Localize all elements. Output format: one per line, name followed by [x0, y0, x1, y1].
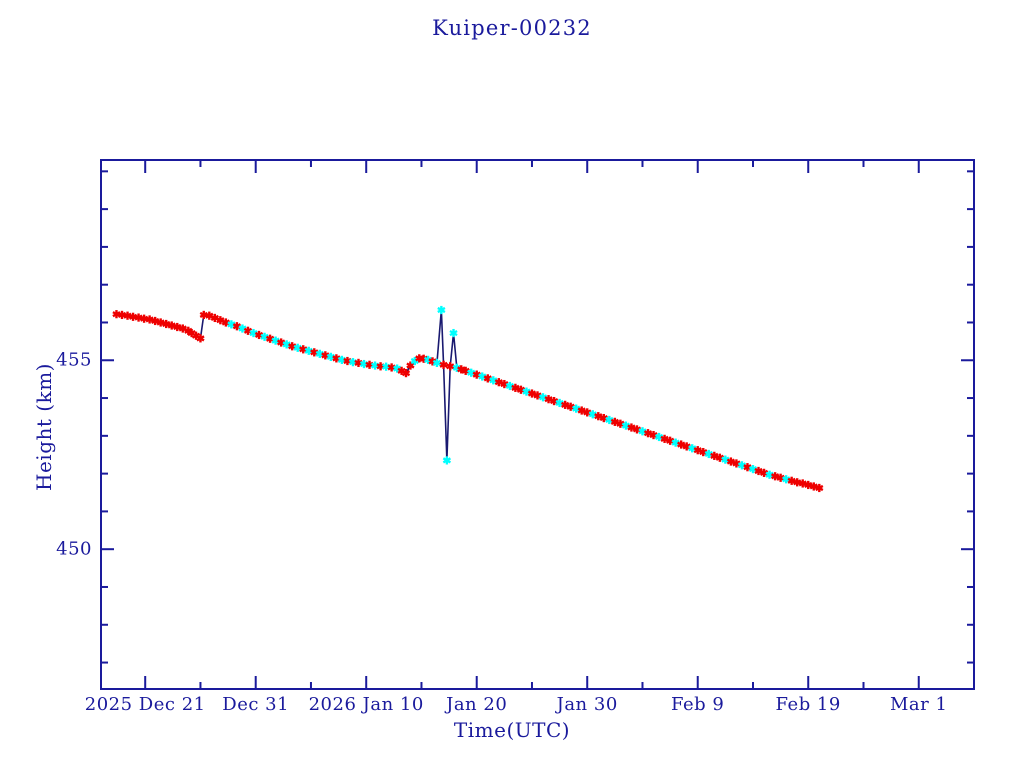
- x-tick-label: Jan 20: [446, 694, 508, 715]
- axis-ticks: [101, 160, 975, 689]
- page-title: Kuiper-00232: [432, 16, 592, 40]
- y-tick-label: 450: [56, 538, 92, 560]
- data-line: [116, 309, 820, 489]
- x-tick-label: 2026 Jan 10: [308, 694, 424, 715]
- x-tick-label: Mar 1: [889, 694, 948, 715]
- y-tick-label: 455: [56, 349, 92, 371]
- x-tick-label: Jan 30: [556, 694, 618, 715]
- y-axis-title: Height (km): [32, 363, 56, 491]
- x-axis-title: Time(UTC): [453, 718, 571, 742]
- data-markers: [112, 305, 824, 493]
- x-tick-label: Feb 19: [775, 694, 841, 715]
- axis-frame: [100, 159, 975, 690]
- x-tick-label: 2025 Dec 21: [84, 694, 206, 715]
- x-tick-label: Dec 31: [222, 694, 290, 715]
- x-tick-label: Feb 9: [671, 694, 725, 715]
